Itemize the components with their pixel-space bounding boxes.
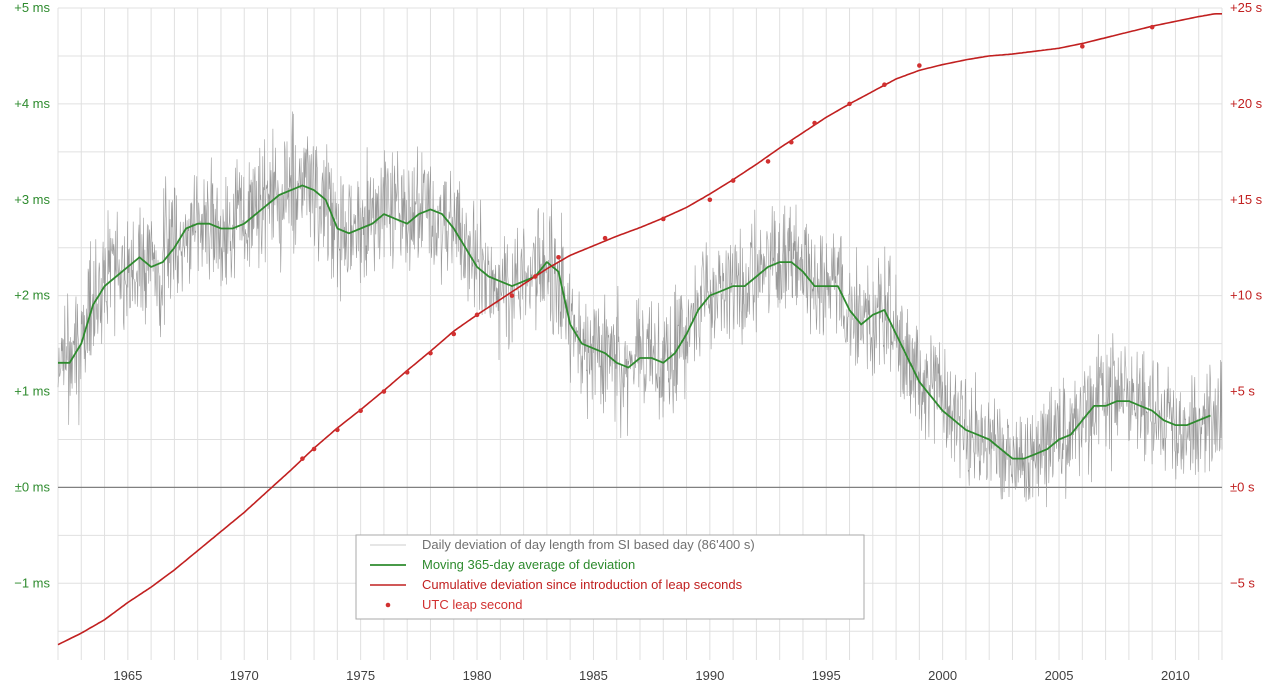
y-right-tick-label: +5 s — [1230, 384, 1255, 399]
y-right-tick-label: ±0 s — [1230, 479, 1255, 494]
x-tick-label: 1995 — [812, 668, 841, 683]
y-left-tick-label: +1 ms — [14, 384, 50, 399]
legend: Daily deviation of day length from SI ba… — [356, 535, 864, 619]
y-right-tick-label: −5 s — [1230, 575, 1255, 590]
x-tick-label: 2005 — [1045, 668, 1074, 683]
x-tick-label: 1985 — [579, 668, 608, 683]
y-left-tick-label: +5 ms — [14, 0, 50, 15]
y-right-tick-label: +20 s — [1230, 96, 1263, 111]
x-tick-label: 1975 — [346, 668, 375, 683]
y-left-tick-label: ±0 ms — [15, 479, 51, 494]
chart-svg: 1965 1970 1975 1980 1985 1990 1995 2000 2005 2010… — [0, 0, 1280, 690]
legend-label: Daily deviation of day length from SI ba… — [422, 537, 755, 552]
chart-container: 1965 1970 1975 1980 1985 1990 1995 2000 2005 2010… — [0, 0, 1280, 690]
y-left-tick-label: −1 ms — [14, 575, 50, 590]
y-left-tick-label: +3 ms — [14, 192, 50, 207]
x-tick-label: 1990 — [695, 668, 724, 683]
legend-label: Cumulative deviation since introduction … — [422, 577, 743, 592]
y-right-tick-label: +15 s — [1230, 192, 1263, 207]
x-tick-label: 2010 — [1161, 668, 1190, 683]
x-tick-label: 1970 — [230, 668, 259, 683]
y-right-tick-label: +10 s — [1230, 288, 1263, 303]
legend-label: UTC leap second — [422, 597, 522, 612]
x-tick-label: 1965 — [113, 668, 142, 683]
x-tick-label: 2000 — [928, 668, 957, 683]
x-tick-label: 1980 — [463, 668, 492, 683]
legend-label: Moving 365-day average of deviation — [422, 557, 635, 572]
y-left-tick-label: +2 ms — [14, 288, 50, 303]
y-right-tick-label: +25 s — [1230, 0, 1263, 15]
y-left-tick-label: +4 ms — [14, 96, 50, 111]
